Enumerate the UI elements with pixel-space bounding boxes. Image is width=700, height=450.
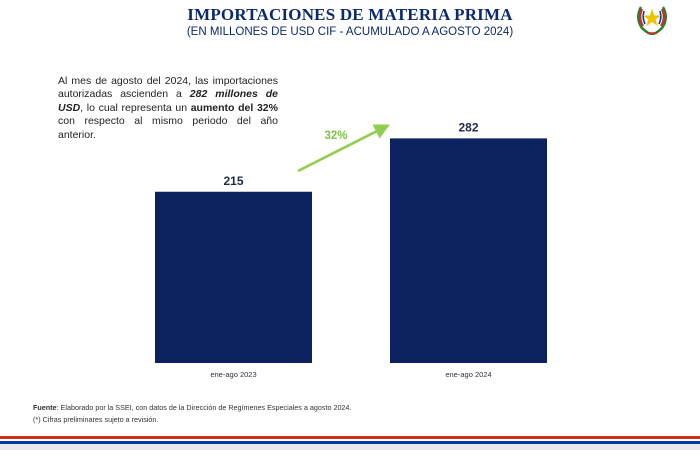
bottom-strip [0, 444, 700, 450]
note-text-2: , lo cual representa un [80, 101, 191, 114]
page-subtitle: (EN MILLONES DE USD CIF - ACUMULADO A AG… [186, 26, 514, 38]
growth-label: 32% [324, 130, 347, 142]
data-label-2: 282 [458, 120, 478, 134]
source-label: Fuente [33, 403, 57, 412]
note-text-3: con respecto al mismo periodo del año an… [58, 115, 278, 141]
bar-1 [155, 191, 312, 363]
note-amount: 282 millones de USD [58, 88, 279, 114]
growth-arrow [297, 124, 390, 173]
category-label-2: ene-ago 2024 [445, 370, 491, 379]
page-title: IMPORTACIONES DE MATERIA PRIMA [187, 5, 513, 24]
category-label-1: ene-ago 2023 [210, 370, 256, 379]
source-text: : Elaborado por la SSEI, con datos de la… [56, 403, 352, 412]
preliminary-note: (*) Cifras preliminares sujeto a revisió… [33, 415, 159, 424]
flag-stripe-blue [0, 441, 700, 444]
flag-stripe-red [0, 436, 700, 439]
bar-2 [390, 138, 547, 363]
note-increase: aumento del 32% [190, 101, 278, 114]
summary-note: Al mes de agosto del 2024, las importaci… [58, 75, 278, 142]
flag-stripe-white [0, 439, 700, 441]
note-text-1: Al mes de agosto del 2024, las importaci… [58, 75, 278, 101]
paraguay-seal-icon [637, 6, 667, 35]
source-note: Fuente: Elaborado por la SSEI, con datos… [33, 403, 351, 412]
data-label-1: 215 [223, 174, 243, 188]
